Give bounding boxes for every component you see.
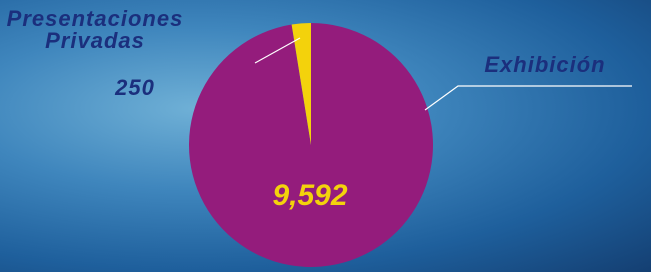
- value-label: 9,592: [255, 181, 365, 211]
- chart: Presentaciones Privadas Exhibición 250 9…: [0, 0, 651, 272]
- value-label: 250: [90, 77, 180, 99]
- slice-label: Presentaciones Privadas: [0, 8, 190, 52]
- leader-line: [425, 86, 632, 110]
- slice-label: Exhibición: [455, 54, 635, 76]
